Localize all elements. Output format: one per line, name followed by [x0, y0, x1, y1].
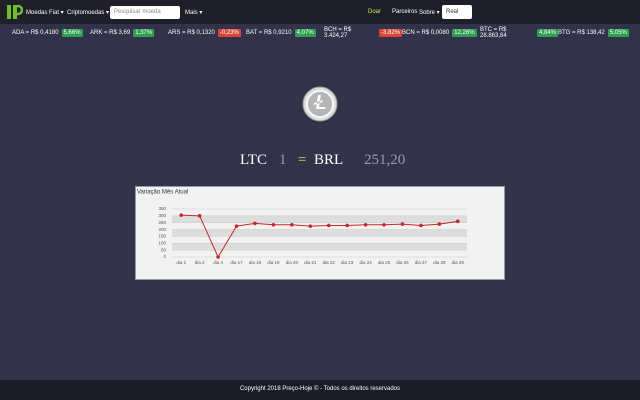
- footer: Copyright 2018 Preço-Hoje © - Todos os d…: [0, 380, 640, 400]
- x-tick-label: dia 22: [323, 260, 336, 265]
- currency-select[interactable]: Real: [442, 5, 472, 19]
- data-point: [363, 222, 368, 227]
- data-point: [400, 222, 405, 226]
- menu-crypto[interactable]: Criptomoedas ▾: [67, 10, 110, 16]
- from-code: LTC: [240, 152, 267, 168]
- equals: =: [298, 152, 307, 168]
- menu-more[interactable]: Mais ▾: [185, 10, 203, 16]
- ticker-price: ARK = R$ 3,69: [90, 29, 131, 36]
- ticker-item[interactable]: BCH = R$ 3.424,27 -3,82%: [324, 26, 402, 39]
- data-point: [345, 223, 349, 228]
- data-line: [181, 214, 458, 259]
- ticker-change: 12,26%: [452, 28, 477, 37]
- partners-link[interactable]: Parceiros: [392, 9, 418, 15]
- navbar: Moedas Fiat ▾ Criptomoedas ▾ Pesquisar m…: [0, 0, 640, 24]
- x-tick-label: dia 1: [176, 260, 186, 265]
- ticker-change: -0,23%: [217, 28, 241, 37]
- x-tick-label: dia 23: [341, 260, 354, 265]
- ticker-price: BAT = R$ 0,9210: [246, 29, 292, 36]
- donate-link[interactable]: Doar: [368, 9, 382, 15]
- ticker-item[interactable]: BCN = R$ 0,0080 12,26%: [402, 28, 480, 37]
- x-tick-label: dia 4: [213, 260, 223, 265]
- ticker-price: BTC = R$ 28.863,84: [480, 26, 507, 39]
- ticker-price: BTG = R$ 138,42: [558, 29, 605, 36]
- ticker-change: 5,05%: [607, 28, 629, 37]
- y-tick-label: 250: [158, 220, 166, 225]
- x-tick-label: dia 25: [378, 260, 391, 265]
- grid-band: [172, 215, 467, 223]
- ticker-item[interactable]: BTG = R$ 138,42 5,05%: [558, 28, 636, 37]
- data-point: [455, 219, 460, 224]
- ticker-price: ADA = R$ 0,4180: [12, 29, 59, 36]
- ticker-change: 4,07%: [294, 28, 316, 37]
- amount: 1: [279, 152, 287, 168]
- menu-about[interactable]: Sobre ▾: [419, 10, 440, 16]
- x-tick-label: dia 21: [304, 260, 317, 265]
- data-point: [179, 213, 184, 217]
- ticker-price: ARS = R$ 0,1320: [168, 29, 215, 36]
- data-point: [197, 214, 202, 218]
- data-point: [253, 221, 257, 226]
- grid-band: [172, 243, 467, 251]
- y-tick-label: 50: [161, 247, 167, 252]
- ticker: ADA = R$ 0,4180 5,66% ARK = R$ 3,69 1,37% AR…: [12, 26, 636, 39]
- ticker-price: BCH = R$ 3.424,27: [324, 26, 352, 39]
- to-code: BRL: [314, 152, 344, 168]
- data-point: [234, 224, 239, 228]
- ticker-item[interactable]: BTC = R$ 28.863,84 4,84%: [480, 26, 558, 39]
- data-point: [326, 223, 331, 228]
- y-tick-label: 200: [158, 227, 166, 232]
- ticker-change: 4,84%: [536, 28, 558, 37]
- ticker-price: BCN = R$ 0,0080: [402, 29, 450, 36]
- data-point: [437, 222, 442, 226]
- grid-band: [172, 229, 467, 237]
- result: 251,20: [364, 152, 406, 168]
- y-tick-label: 100: [158, 240, 166, 245]
- coin-icon: [302, 86, 338, 122]
- chart-title: Variação Mês Atual: [137, 190, 188, 196]
- ticker-change: 1,37%: [133, 28, 155, 37]
- ticker-change: -3,82%: [378, 28, 402, 37]
- y-tick-label: 0: [163, 254, 166, 259]
- x-tick-label: dia 17: [230, 260, 243, 265]
- ticker-change: 5,66%: [61, 28, 83, 37]
- x-tick-label: dia 2: [195, 260, 205, 265]
- x-tick-label: dia 19: [267, 260, 280, 265]
- x-tick-label: dia 20: [286, 260, 299, 265]
- ticker-item[interactable]: ARK = R$ 3,69 1,37%: [90, 28, 168, 37]
- data-point: [271, 222, 276, 227]
- y-tick-label: 150: [158, 234, 166, 239]
- x-tick-label: dia 18: [249, 260, 262, 265]
- y-tick-label: 300: [158, 213, 166, 218]
- x-tick-label: dia 24: [359, 260, 372, 265]
- search-input[interactable]: Pesquisar moeda: [110, 6, 180, 19]
- x-tick-label: dia 27: [415, 260, 428, 265]
- x-tick-label: dia 26: [396, 260, 409, 265]
- x-tick-label: dia 29: [452, 260, 465, 265]
- ticker-item[interactable]: BAT = R$ 0,9210 4,07%: [246, 28, 324, 37]
- data-point: [216, 255, 220, 259]
- data-point: [382, 222, 386, 227]
- ticker-item[interactable]: ARS = R$ 0,1320 -0,23%: [168, 28, 246, 37]
- logo[interactable]: [5, 3, 23, 21]
- menu-fiat[interactable]: Moedas Fiat ▾: [26, 10, 64, 16]
- chart: Variação Mês Atual 050100150200250300350…: [135, 186, 505, 280]
- data-point: [308, 224, 313, 228]
- ticker-item[interactable]: ADA = R$ 0,4180 5,66%: [12, 28, 90, 37]
- data-point: [290, 222, 294, 227]
- y-tick-label: 350: [158, 206, 166, 211]
- data-point: [419, 223, 423, 228]
- x-tick-label: dia 28: [433, 260, 446, 265]
